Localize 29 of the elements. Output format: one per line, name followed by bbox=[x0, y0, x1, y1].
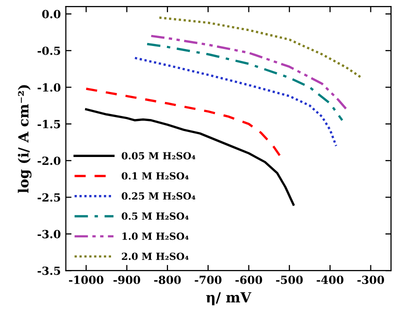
line-series bbox=[146, 42, 344, 122]
y-axis-title: log (i/ A cm⁻²) bbox=[18, 85, 32, 193]
x-tick-label: -500 bbox=[276, 276, 303, 284]
legend-label: 0.05 M H₂SO₄ bbox=[122, 152, 196, 160]
y-tick-label: -1.5 bbox=[38, 120, 60, 128]
x-tick-label: -900 bbox=[114, 276, 140, 284]
y-tick-label: -0.5 bbox=[38, 46, 60, 55]
line-series bbox=[134, 56, 338, 148]
legend-label: 0.5 M H₂SO₄ bbox=[122, 212, 189, 220]
x-tick-label: -300 bbox=[357, 276, 384, 284]
y-tick-label: -2.0 bbox=[38, 156, 60, 165]
x-tick-label: -700 bbox=[194, 276, 222, 284]
line-series bbox=[85, 88, 282, 159]
y-tick-label: 0.0 bbox=[42, 10, 60, 18]
line-series bbox=[158, 16, 364, 80]
x-tick-label: -800 bbox=[154, 276, 181, 284]
x-tick-label: -600 bbox=[235, 276, 262, 284]
y-tick-label: -1.0 bbox=[38, 83, 60, 92]
legend-label: 0.25 M H₂SO₄ bbox=[122, 192, 196, 200]
line-series bbox=[85, 108, 295, 206]
x-axis-title: η/ mV bbox=[206, 292, 252, 306]
x-tick-label: -1000 bbox=[68, 276, 104, 284]
y-tick-label: -3.0 bbox=[38, 230, 60, 238]
x-tick-label: -400 bbox=[316, 276, 344, 284]
legend-label: 0.1 M H₂SO₄ bbox=[122, 172, 189, 180]
legend-label: 1.0 M H₂SO₄ bbox=[122, 232, 189, 240]
y-tick-label: -3.5 bbox=[38, 266, 60, 275]
y-tick-label: -2.5 bbox=[38, 193, 60, 202]
legend-label: 2.0 M H₂SO₄ bbox=[122, 252, 189, 260]
